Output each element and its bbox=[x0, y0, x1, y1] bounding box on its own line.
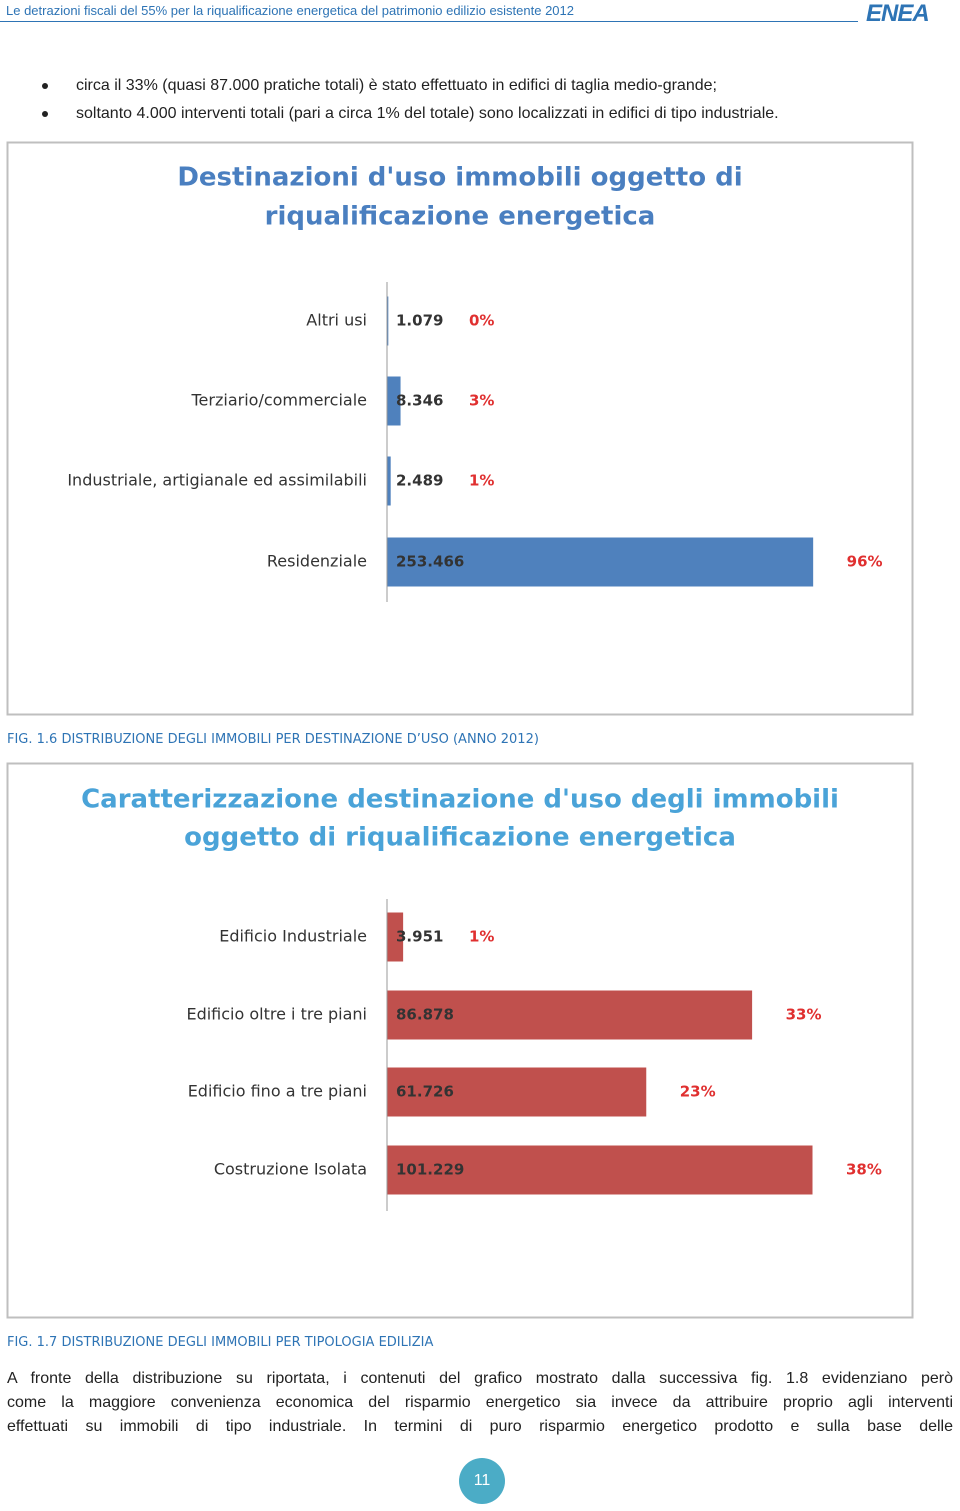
caption: FIG. 1.7 DISTRIBUZIONE DEGLI IMMOBILI PE… bbox=[7, 1335, 434, 1350]
value-label: 253.466 bbox=[396, 553, 464, 571]
bar bbox=[386, 536, 815, 588]
percent-label: 3% bbox=[469, 392, 494, 410]
chart-title: oggetto di riqualificazione energetica bbox=[184, 823, 736, 853]
percent-label: 0% bbox=[469, 312, 494, 330]
caption: FIG. 1.6 DISTRIBUZIONE DEGLI IMMOBILI PE… bbox=[7, 732, 539, 747]
chart-frame bbox=[6, 141, 914, 716]
chart-title: Caratterizzazione destinazione d'uso deg… bbox=[81, 785, 839, 815]
page-number: 11 bbox=[459, 1458, 505, 1504]
chart-title: riqualificazione energetica bbox=[265, 202, 656, 232]
percent-label: 38% bbox=[846, 1161, 882, 1179]
value-label: 86.878 bbox=[396, 1006, 454, 1024]
chart: Destinazioni d'uso immobili oggetto di ri… bbox=[6, 141, 914, 716]
percent-label: 1% bbox=[469, 472, 494, 490]
bullet: soltanto 4.000 interventi totali (pari a… bbox=[40, 100, 779, 128]
bar bbox=[386, 1066, 648, 1118]
bullet: circa il 33% (quasi 87.000 pratiche tota… bbox=[40, 72, 779, 100]
percent-label: 1% bbox=[469, 928, 494, 946]
category-label: Edificio oltre i tre piani bbox=[186, 1005, 367, 1024]
paragraph-line: effettuati su immobili di tipo industria… bbox=[7, 1418, 953, 1435]
category-label: Edificio fino a tre piani bbox=[188, 1082, 367, 1101]
value-label: 101.229 bbox=[396, 1161, 464, 1179]
header-rule bbox=[0, 21, 858, 22]
value-label: 61.726 bbox=[396, 1083, 454, 1101]
paragraph-line: come la maggiore convenienza economica d… bbox=[7, 1394, 953, 1411]
category-label: Terziario/commerciale bbox=[191, 391, 368, 410]
category-label: Costruzione Isolata bbox=[214, 1160, 367, 1179]
paragraph: A fronte della distribuzione su riportat… bbox=[7, 1367, 953, 1439]
percent-label: 23% bbox=[680, 1083, 716, 1101]
percent-label: 96% bbox=[847, 553, 883, 571]
logo: ENEA bbox=[866, 0, 930, 27]
bar bbox=[386, 989, 754, 1041]
percent-label: 33% bbox=[786, 1006, 822, 1024]
category-label: Altri usi bbox=[306, 311, 367, 330]
category-label: Industriale, artigianale ed assimilabili bbox=[67, 471, 367, 490]
bullet-list: circa il 33% (quasi 87.000 pratiche tota… bbox=[40, 72, 779, 128]
bar bbox=[386, 455, 392, 507]
chart-title: Destinazioni d'uso immobili oggetto di bbox=[177, 163, 742, 193]
category-label: Edificio Industriale bbox=[219, 927, 367, 946]
value-label: 2.489 bbox=[396, 472, 443, 490]
chart: Caratterizzazione destinazione d'uso deg… bbox=[6, 762, 914, 1319]
paragraph-line: A fronte della distribuzione su riportat… bbox=[7, 1370, 953, 1387]
value-label: 8.346 bbox=[396, 392, 443, 410]
value-label: 1.079 bbox=[396, 312, 443, 330]
value-label: 3.951 bbox=[396, 928, 443, 946]
header-title: Le detrazioni fiscali del 55% per la riq… bbox=[6, 3, 575, 18]
category-label: Residenziale bbox=[267, 552, 367, 571]
